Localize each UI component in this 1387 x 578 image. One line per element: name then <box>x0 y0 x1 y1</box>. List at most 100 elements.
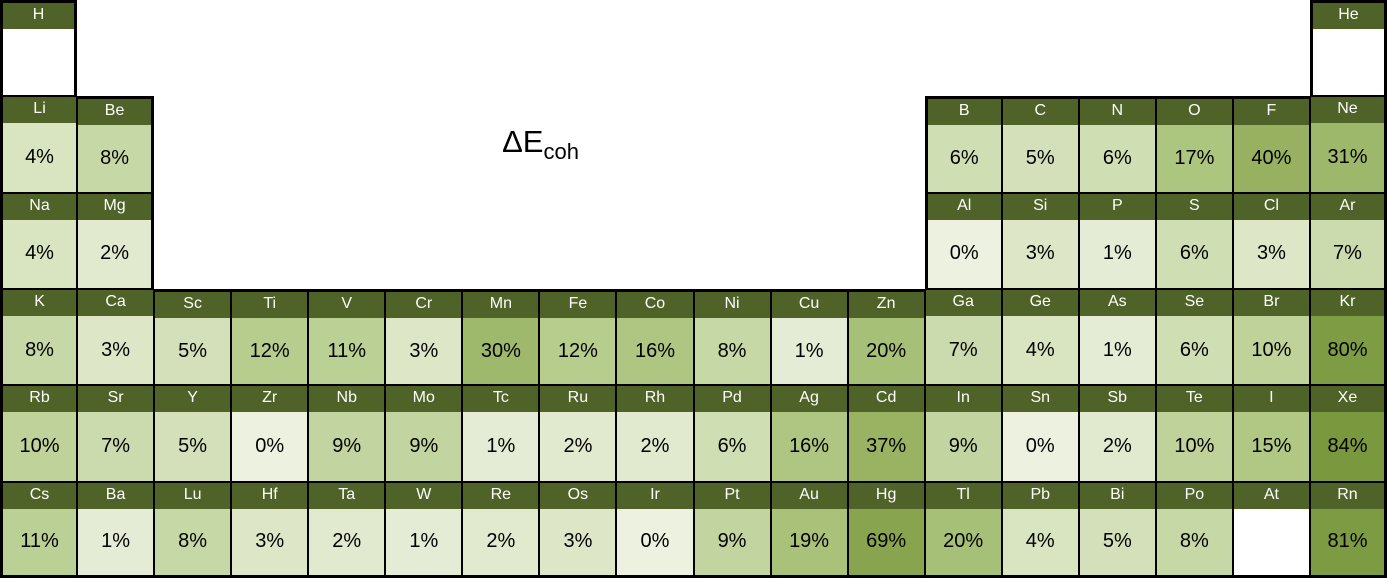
element-cell-pt: Pt 9% <box>693 481 771 578</box>
element-cell-as: As 1% <box>1078 289 1156 386</box>
element-value: 16% <box>617 318 693 385</box>
element-value: 3% <box>1002 219 1078 288</box>
element-symbol: Kr <box>1310 290 1384 316</box>
element-cell-bi: Bi 5% <box>1078 481 1156 578</box>
element-value: 3% <box>78 316 154 385</box>
element-value: 17% <box>1156 125 1232 192</box>
element-symbol: Li <box>3 97 77 124</box>
element-symbol: K <box>3 290 77 316</box>
element-value: 40% <box>1233 125 1309 192</box>
element-symbol: Y <box>155 386 231 413</box>
element-symbol: Ru <box>540 386 616 413</box>
element-symbol: S <box>1156 193 1232 220</box>
element-cell-te: Te 10% <box>1155 385 1233 482</box>
element-value: 6% <box>927 125 1001 192</box>
element-value: 8% <box>694 318 770 385</box>
element-symbol: Rb <box>3 386 77 413</box>
element-value: 6% <box>1079 125 1155 192</box>
element-cell-tc: Tc 1% <box>462 385 540 482</box>
element-symbol: He <box>1312 3 1384 29</box>
element-symbol: Ca <box>78 290 154 316</box>
element-symbol: Tl <box>925 482 1001 509</box>
element-value <box>1312 29 1384 96</box>
plot-title-main: ΔE <box>502 124 544 159</box>
element-value: 2% <box>540 412 616 481</box>
element-value: 5% <box>155 318 231 385</box>
element-value: 9% <box>925 412 1001 481</box>
element-symbol: Cu <box>771 292 847 318</box>
element-value: 6% <box>1156 219 1232 288</box>
element-symbol: Ag <box>771 386 847 413</box>
element-symbol: Pd <box>694 386 770 413</box>
element-cell-cu: Cu 1% <box>770 289 848 386</box>
element-value: 5% <box>1002 125 1078 192</box>
element-value <box>1233 508 1309 575</box>
element-value: 12% <box>540 318 616 385</box>
element-value: 15% <box>1233 412 1309 481</box>
element-symbol: Lu <box>155 482 231 509</box>
element-cell-cl: Cl 3% <box>1232 192 1310 289</box>
element-value: 16% <box>771 412 847 481</box>
element-cell-h: H <box>0 0 78 97</box>
element-symbol: Ir <box>617 482 693 509</box>
element-symbol: Sn <box>1002 386 1078 413</box>
element-cell-ba: Ba 1% <box>77 481 155 578</box>
element-value: 37% <box>848 412 924 481</box>
element-value: 2% <box>78 219 152 288</box>
element-cell-be: Be 8% <box>77 96 155 193</box>
element-cell-he: He <box>1309 0 1387 97</box>
element-value: 0% <box>1002 412 1078 481</box>
element-symbol: Te <box>1156 386 1232 413</box>
element-symbol: Be <box>78 99 152 126</box>
element-cell-pb: Pb 4% <box>1001 481 1079 578</box>
element-cell-os: Os 3% <box>539 481 617 578</box>
element-value: 30% <box>463 318 539 385</box>
element-value: 9% <box>309 412 385 481</box>
element-symbol: Re <box>463 482 539 509</box>
element-cell-c: C 5% <box>1001 96 1079 193</box>
element-symbol: F <box>1233 99 1309 126</box>
element-cell-k: K 8% <box>0 289 78 386</box>
element-symbol: Xe <box>1310 386 1384 413</box>
element-cell-se: Se 6% <box>1155 289 1233 386</box>
element-symbol: Se <box>1156 290 1232 316</box>
plot-title-subscript: coh <box>543 139 579 165</box>
element-value: 2% <box>309 508 385 575</box>
element-symbol: W <box>386 482 462 509</box>
element-value: 81% <box>1310 508 1384 575</box>
element-cell-hg: Hg 69% <box>847 481 925 578</box>
plot-title: ΔEcoh <box>448 124 633 163</box>
element-symbol: Tc <box>463 386 539 413</box>
element-symbol: O <box>1156 99 1232 126</box>
element-cell-fe: Fe 12% <box>539 289 617 386</box>
element-value: 10% <box>1156 412 1232 481</box>
element-cell-pd: Pd 6% <box>693 385 771 482</box>
element-cell-xe: Xe 84% <box>1309 385 1387 482</box>
element-symbol: At <box>1233 482 1309 509</box>
element-cell-hf: Hf 3% <box>231 481 309 578</box>
element-cell-w: W 1% <box>385 481 463 578</box>
element-cell-ca: Ca 3% <box>77 289 155 386</box>
element-symbol: Ar <box>1310 193 1384 220</box>
element-symbol: Ge <box>1002 290 1078 316</box>
element-value: 31% <box>1310 123 1384 192</box>
element-cell-al: Al 0% <box>924 192 1002 289</box>
element-cell-n: N 6% <box>1078 96 1156 193</box>
element-cell-ar: Ar 7% <box>1309 192 1387 289</box>
element-symbol: N <box>1079 99 1155 126</box>
element-cell-p: P 1% <box>1078 192 1156 289</box>
element-cell-mo: Mo 9% <box>385 385 463 482</box>
element-cell-sb: Sb 2% <box>1078 385 1156 482</box>
element-value: 9% <box>694 508 770 575</box>
element-cell-o: O 17% <box>1155 96 1233 193</box>
element-symbol: Os <box>540 482 616 509</box>
element-cell-b: B 6% <box>924 96 1002 193</box>
element-symbol: Bi <box>1079 482 1155 509</box>
element-symbol: Ta <box>309 482 385 509</box>
element-symbol: Sc <box>155 292 231 318</box>
element-symbol: Ne <box>1310 97 1384 124</box>
element-cell-mn: Mn 30% <box>462 289 540 386</box>
element-value: 7% <box>78 412 154 481</box>
element-symbol: Na <box>3 193 77 220</box>
element-symbol: Cs <box>3 482 77 509</box>
